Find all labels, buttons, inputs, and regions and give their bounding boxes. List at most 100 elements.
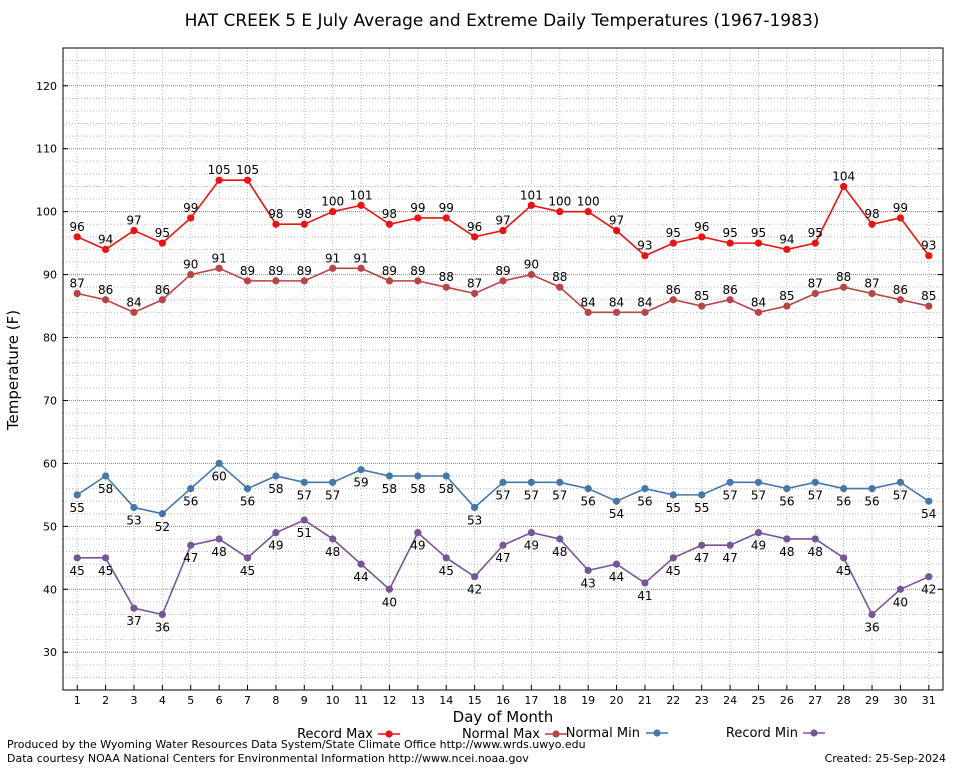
data-label: 91 xyxy=(353,251,368,265)
x-tick-label: 30 xyxy=(893,694,907,707)
data-point xyxy=(499,277,507,285)
data-point xyxy=(556,535,564,543)
x-tick-label: 16 xyxy=(496,694,510,707)
data-label: 56 xyxy=(183,495,198,509)
data-label: 88 xyxy=(552,270,567,284)
data-label: 60 xyxy=(211,469,226,483)
x-tick-label: 23 xyxy=(695,694,709,707)
data-label: 54 xyxy=(609,507,624,521)
data-label: 86 xyxy=(893,283,908,297)
data-point xyxy=(101,245,110,254)
data-point xyxy=(584,208,592,216)
legend-marker xyxy=(552,730,560,738)
data-label: 88 xyxy=(439,270,454,284)
data-label: 48 xyxy=(779,545,794,559)
data-point xyxy=(357,560,365,568)
data-point xyxy=(840,554,848,562)
data-label: 95 xyxy=(666,226,681,240)
data-label: 90 xyxy=(183,258,198,272)
data-label: 98 xyxy=(297,207,312,221)
data-point xyxy=(698,491,706,499)
data-label: 89 xyxy=(382,264,397,278)
x-tick-label: 24 xyxy=(723,694,737,707)
x-tick-label: 14 xyxy=(439,694,453,707)
data-label: 97 xyxy=(126,214,141,228)
data-point xyxy=(499,478,507,486)
data-label: 89 xyxy=(410,264,425,278)
data-point xyxy=(414,277,422,285)
data-label: 101 xyxy=(520,188,543,202)
data-label: 58 xyxy=(268,482,283,496)
data-label: 95 xyxy=(722,226,737,240)
data-point xyxy=(698,302,706,310)
data-point xyxy=(329,264,337,272)
y-tick-label: 70 xyxy=(43,394,57,407)
data-label: 86 xyxy=(722,283,737,297)
data-label: 41 xyxy=(637,589,652,603)
x-tick-label: 31 xyxy=(922,694,936,707)
data-point xyxy=(612,308,621,316)
data-point xyxy=(73,289,81,298)
data-label: 105 xyxy=(208,163,231,177)
x-tick-label: 12 xyxy=(382,694,396,707)
data-point xyxy=(357,201,365,209)
data-label: 45 xyxy=(70,564,85,578)
data-point xyxy=(442,283,450,291)
data-point xyxy=(215,535,223,543)
data-point xyxy=(385,472,394,480)
data-point xyxy=(783,245,791,254)
data-point xyxy=(385,585,394,593)
data-label: 86 xyxy=(666,283,681,297)
data-point xyxy=(357,466,365,474)
data-label: 96 xyxy=(70,220,85,234)
data-point xyxy=(754,478,763,486)
data-label: 95 xyxy=(808,226,823,240)
data-point xyxy=(669,296,677,304)
data-point xyxy=(868,220,876,228)
data-label: 94 xyxy=(779,232,794,246)
data-label: 56 xyxy=(240,495,255,509)
data-label: 84 xyxy=(581,295,596,309)
data-point xyxy=(329,208,337,216)
data-point xyxy=(329,535,337,543)
data-point xyxy=(783,484,791,493)
data-point xyxy=(442,554,450,562)
x-tick-label: 4 xyxy=(159,694,166,707)
data-point xyxy=(726,478,734,486)
data-point xyxy=(243,277,252,285)
chart-title: HAT CREEK 5 E July Average and Extreme D… xyxy=(185,11,820,31)
data-point xyxy=(101,472,110,480)
grid xyxy=(63,47,943,691)
data-point xyxy=(896,296,905,304)
data-label: 49 xyxy=(524,539,539,553)
data-label: 56 xyxy=(637,495,652,509)
series-record-max: 96 94 97 95 99 105 105 98 98 100 101 98 99 99 96 97 101 1… xyxy=(70,163,936,260)
data-point xyxy=(527,478,535,486)
data-label: 45 xyxy=(240,564,255,578)
data-label: 55 xyxy=(666,501,681,515)
data-point xyxy=(584,484,592,493)
data-point xyxy=(471,289,479,298)
data-label: 45 xyxy=(836,564,851,578)
y-tick-label: 90 xyxy=(43,269,57,282)
data-label: 84 xyxy=(126,295,141,309)
data-label: 58 xyxy=(410,482,425,496)
data-label: 42 xyxy=(467,583,482,597)
data-point xyxy=(811,535,819,543)
data-point xyxy=(187,270,195,279)
data-label: 47 xyxy=(495,551,510,565)
data-label: 36 xyxy=(864,620,879,634)
data-label: 97 xyxy=(609,214,624,228)
data-label: 99 xyxy=(439,201,454,215)
data-label: 40 xyxy=(382,595,397,609)
data-label: 95 xyxy=(751,226,766,240)
series-normal-min: 55 58 53 52 56 60 56 58 57 57 59 58 58 58 53 57 57 57 56 54… xyxy=(70,459,936,534)
data-point xyxy=(300,277,308,285)
data-label: 58 xyxy=(439,482,454,496)
data-point xyxy=(698,541,706,549)
data-label: 36 xyxy=(155,620,170,634)
data-point xyxy=(840,283,848,291)
data-point xyxy=(868,610,876,619)
data-point xyxy=(726,239,734,247)
data-point xyxy=(669,239,677,247)
